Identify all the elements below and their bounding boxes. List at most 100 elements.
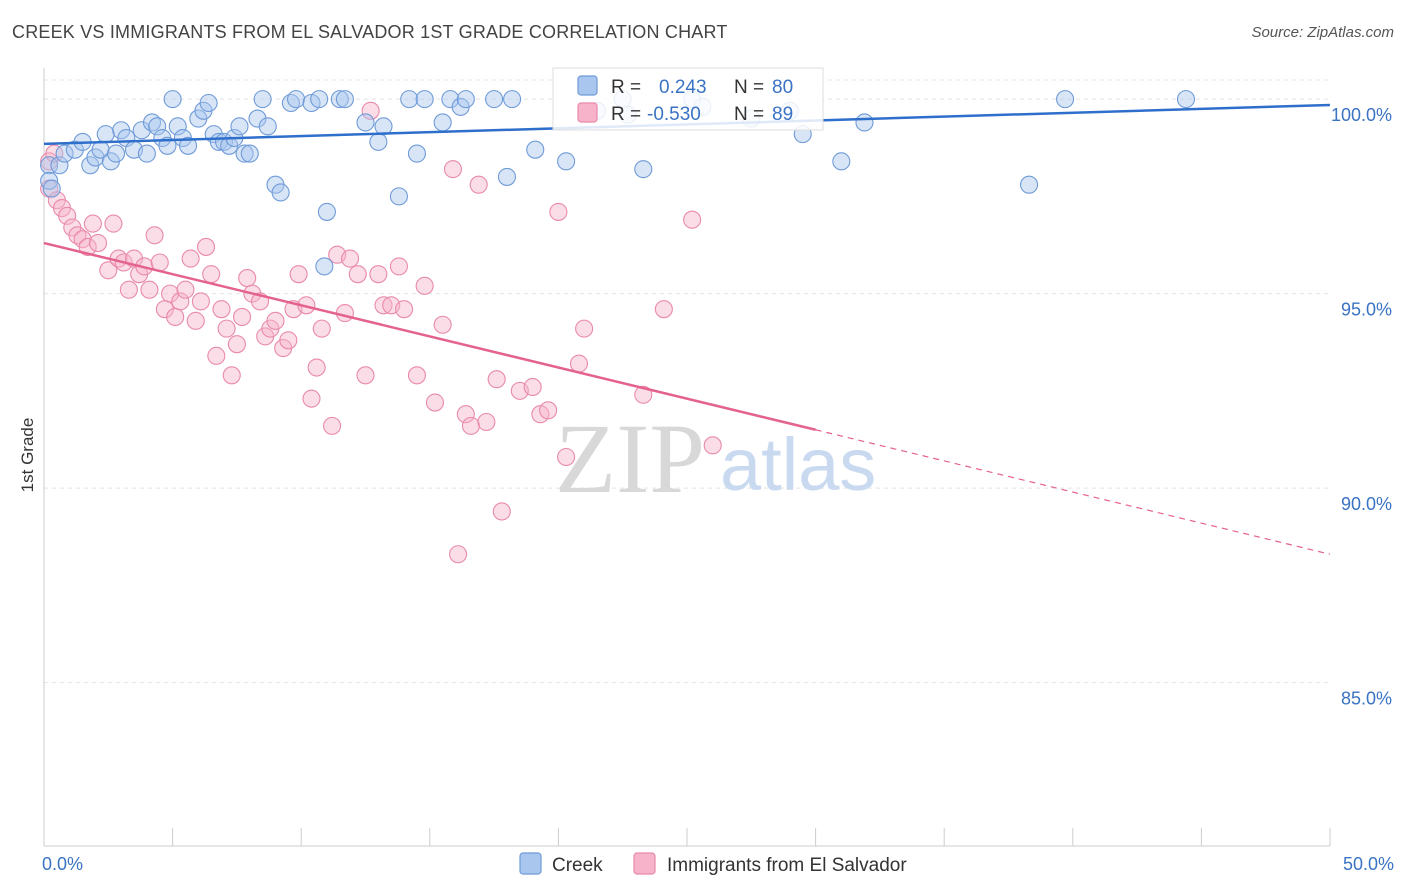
creek-point	[557, 152, 576, 171]
creek-point	[1176, 90, 1196, 109]
stats-legend-frame	[552, 67, 824, 131]
salvador-point	[202, 265, 221, 284]
salvador-point	[348, 265, 367, 284]
creek-point	[400, 90, 419, 109]
salvador-point	[181, 249, 200, 268]
salvador-point	[232, 307, 252, 327]
salvador-point	[425, 393, 444, 412]
salvador-point	[389, 257, 408, 276]
salvador-point	[302, 389, 321, 408]
salvador-point	[356, 366, 375, 385]
salvador-point	[456, 405, 475, 424]
stats-creek-n-value: 80	[772, 77, 793, 98]
y-tick-label: 95.0%	[1341, 300, 1392, 320]
axis-layer	[43, 68, 1331, 847]
watermark: ZIP atlas	[555, 403, 876, 514]
creek-point	[456, 90, 475, 109]
creek-point	[178, 136, 198, 155]
salvador-point	[683, 210, 702, 229]
creek-point	[369, 132, 388, 151]
salvador-point	[433, 315, 452, 334]
legend-creek-swatch[interactable]	[519, 852, 542, 875]
stats-salv-swatch	[577, 102, 598, 123]
salvador-point	[477, 412, 496, 432]
salvador-point	[703, 436, 722, 455]
creek-point	[50, 156, 69, 175]
y-axis-title: 1st Grade	[18, 418, 37, 493]
salvador-point	[171, 292, 190, 311]
stats-salv-n-label: N =	[734, 104, 764, 125]
legend-creek-label[interactable]: Creek	[552, 855, 603, 876]
salvador-point	[487, 370, 506, 389]
x-tick-labels: 0.0% 50.0%	[42, 854, 1394, 874]
salvador-point	[361, 101, 380, 120]
y-tick-label: 100.0%	[1331, 105, 1392, 125]
creek-point	[235, 144, 254, 163]
stats-creek-r-label: R =	[611, 77, 641, 98]
salvador-point	[323, 416, 342, 435]
salvador-point	[575, 319, 594, 338]
x-tick-label: 0.0%	[42, 854, 83, 874]
salvador-point	[341, 249, 360, 268]
creek-point	[287, 90, 306, 109]
creek-point	[356, 113, 375, 132]
salvador-point	[207, 346, 226, 365]
salvador-point	[279, 331, 298, 350]
salvador-point	[58, 206, 77, 225]
salvador-trend-extension	[815, 429, 1331, 555]
salvador-point	[212, 300, 231, 319]
creek-point	[258, 117, 277, 136]
stats-legend: R = 0.243 N = 80 R = -0.530 N = 89	[552, 67, 824, 131]
creek-point	[96, 125, 115, 144]
salvador-point	[369, 265, 388, 284]
creek-point	[330, 90, 349, 109]
creek-point	[374, 117, 393, 136]
stats-creek-n-label: N =	[734, 77, 764, 98]
salvador-point	[407, 366, 426, 385]
salvador-point	[289, 265, 308, 284]
creek-point	[315, 257, 334, 276]
salvador-point	[449, 545, 468, 564]
salvador-point	[335, 304, 354, 323]
salvador-point	[166, 307, 185, 327]
chart-title: CREEK VS IMMIGRANTS FROM EL SALVADOR 1ST…	[12, 22, 728, 42]
salvador-point	[549, 202, 568, 221]
salvador-point	[83, 214, 102, 233]
stats-creek-swatch	[577, 75, 598, 96]
salvador-point	[238, 269, 257, 288]
watermark-zip: ZIP	[555, 403, 705, 514]
salvador-point	[191, 292, 210, 311]
creek-point	[526, 140, 545, 159]
creek-point	[253, 90, 272, 109]
salvador-point	[557, 447, 576, 467]
creek-point	[163, 90, 182, 109]
salvador-point	[99, 261, 118, 280]
creek-point	[148, 117, 167, 136]
legend-salv-swatch[interactable]	[633, 852, 656, 875]
creek-point	[137, 144, 156, 163]
salvador-point	[307, 358, 326, 377]
salvador-point	[186, 311, 205, 330]
creek-point	[310, 90, 329, 109]
salvador-point	[634, 385, 653, 404]
salvador-point	[266, 311, 285, 330]
creek-point	[158, 136, 177, 155]
creek-point	[855, 113, 874, 132]
creek-point	[503, 90, 522, 109]
salvador-point	[569, 354, 589, 373]
stats-salv-r-value: -0.530	[647, 104, 701, 125]
creek-point	[106, 144, 126, 163]
legend-salv-label[interactable]: Immigrants from El Salvador	[667, 855, 907, 876]
salvador-point	[415, 276, 434, 295]
bottom-legend: Creek Immigrants from El Salvador	[519, 852, 907, 876]
stats-salv-r-label: R =	[611, 104, 641, 125]
salvador-point	[395, 300, 414, 319]
stats-salv-n-value: 89	[772, 104, 793, 125]
salvador-point	[196, 237, 216, 256]
salvador-point	[312, 319, 331, 338]
salvador-point	[145, 226, 164, 245]
creek-point	[1056, 90, 1075, 109]
salvador-point	[374, 296, 393, 315]
watermark-atlas: atlas	[720, 423, 876, 506]
